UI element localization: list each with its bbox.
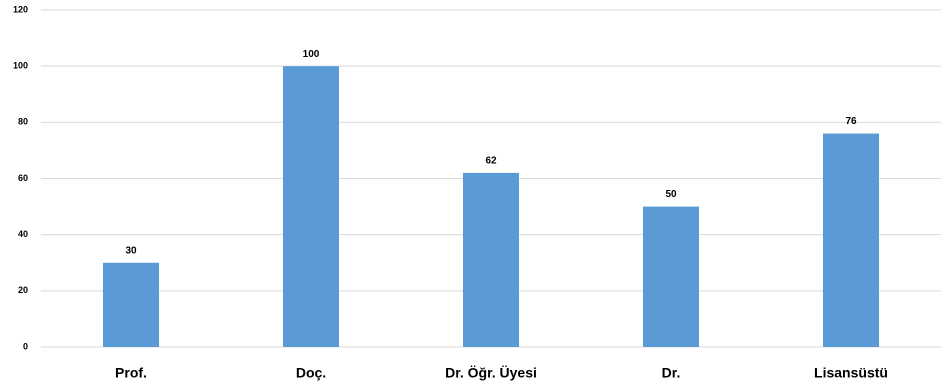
data-label: 30 [125, 245, 137, 256]
y-tick-label: 80 [18, 117, 28, 127]
y-tick-label: 100 [13, 61, 28, 71]
data-label: 100 [303, 49, 320, 60]
bar [463, 172, 519, 347]
x-tick-label: Prof. [115, 365, 147, 381]
y-tick-label: 0 [23, 341, 28, 351]
y-tick-label: 60 [18, 173, 28, 183]
x-tick-label: Doç. [296, 365, 326, 381]
x-tick-label: Lisansüstü [814, 365, 888, 381]
y-tick-label: 20 [18, 285, 28, 295]
data-label: 76 [845, 116, 857, 127]
data-label: 62 [485, 156, 497, 167]
data-label: 50 [665, 189, 677, 200]
y-tick-label: 120 [13, 4, 28, 14]
bar [643, 206, 699, 347]
bar [103, 262, 159, 347]
x-tick-label: Dr. [662, 365, 681, 381]
bar [283, 66, 339, 348]
bar [823, 133, 879, 347]
y-tick-label: 40 [18, 229, 28, 239]
x-tick-label: Dr. Öğr. Üyesi [445, 365, 537, 381]
